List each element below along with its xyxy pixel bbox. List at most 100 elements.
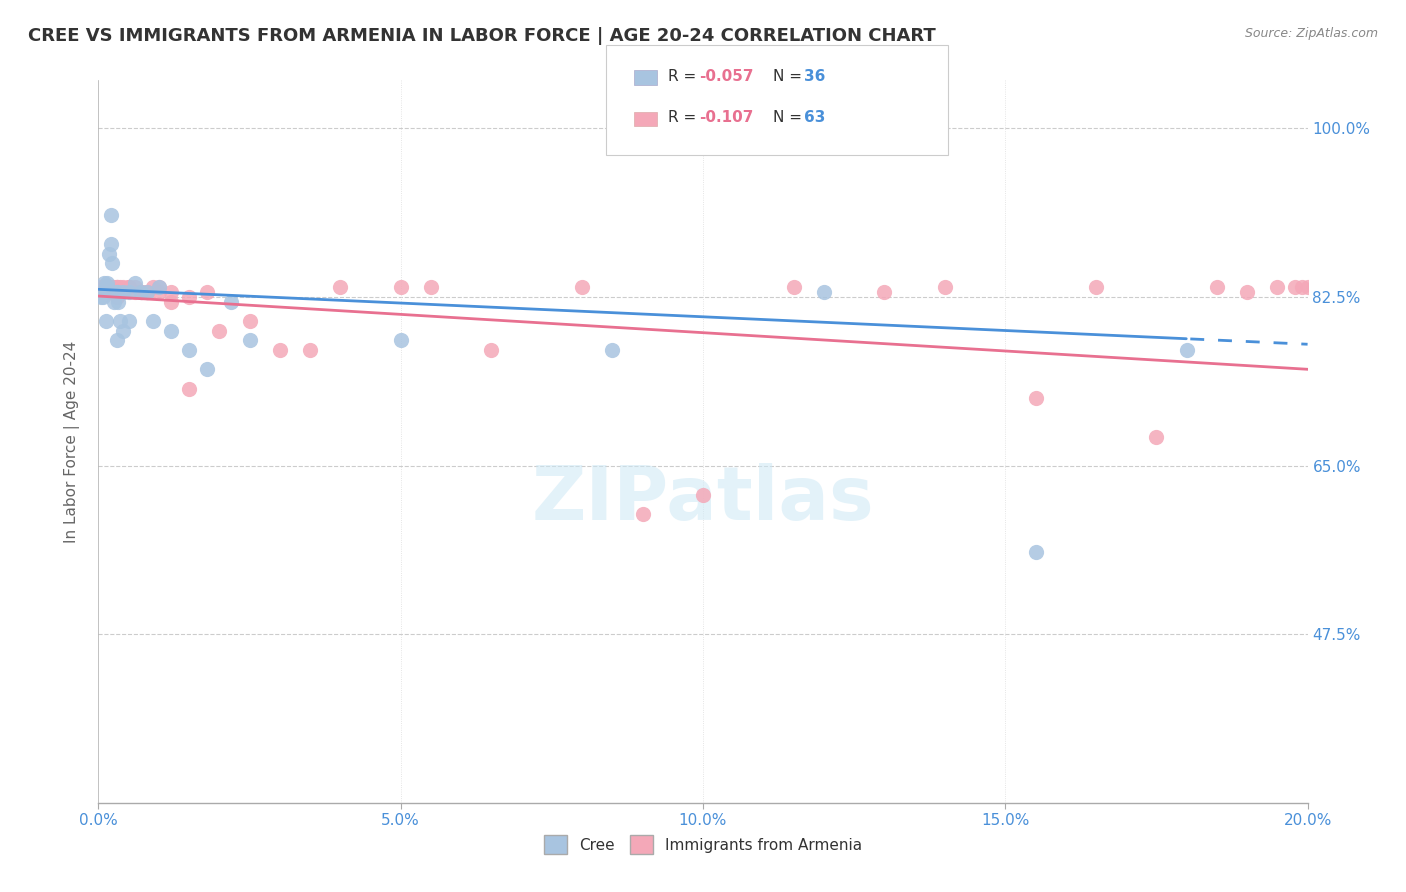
Point bbox=[602, 343, 624, 357]
Point bbox=[118, 280, 141, 294]
Point bbox=[1291, 280, 1313, 294]
Point bbox=[135, 285, 157, 300]
Point bbox=[481, 343, 503, 357]
Point bbox=[129, 285, 152, 300]
Point bbox=[103, 294, 125, 309]
Point bbox=[98, 280, 121, 294]
Point bbox=[813, 285, 835, 300]
Text: -0.107: -0.107 bbox=[699, 111, 754, 125]
Point bbox=[239, 334, 262, 348]
Point bbox=[160, 285, 183, 300]
Point bbox=[783, 280, 806, 294]
Point bbox=[100, 280, 122, 294]
Point bbox=[420, 280, 443, 294]
Point bbox=[124, 276, 146, 290]
Point bbox=[96, 280, 118, 294]
Point bbox=[1296, 280, 1319, 294]
Point bbox=[105, 280, 128, 294]
Point bbox=[105, 285, 128, 300]
Point bbox=[148, 280, 170, 294]
Point bbox=[96, 280, 118, 294]
Point bbox=[221, 294, 243, 309]
Point bbox=[179, 343, 201, 357]
Point bbox=[111, 324, 134, 338]
Point bbox=[118, 285, 141, 300]
Point bbox=[90, 290, 112, 304]
Point bbox=[1284, 280, 1306, 294]
Point bbox=[100, 208, 122, 222]
Point bbox=[118, 314, 141, 328]
Point bbox=[692, 487, 714, 501]
Text: -0.057: -0.057 bbox=[699, 70, 754, 84]
Point bbox=[118, 280, 141, 294]
Point bbox=[105, 280, 128, 294]
Point bbox=[105, 334, 128, 348]
Point bbox=[1085, 280, 1108, 294]
Point bbox=[1144, 430, 1167, 444]
Text: CREE VS IMMIGRANTS FROM ARMENIA IN LABOR FORCE | AGE 20-24 CORRELATION CHART: CREE VS IMMIGRANTS FROM ARMENIA IN LABOR… bbox=[28, 27, 936, 45]
Point bbox=[93, 280, 115, 294]
Point bbox=[135, 285, 157, 300]
Point bbox=[124, 280, 146, 294]
Point bbox=[111, 280, 134, 294]
Text: N =: N = bbox=[773, 111, 807, 125]
Point bbox=[100, 280, 122, 294]
Point bbox=[195, 285, 218, 300]
Point bbox=[96, 276, 118, 290]
Point bbox=[571, 280, 593, 294]
Text: R =: R = bbox=[668, 111, 702, 125]
Point bbox=[389, 280, 412, 294]
Point bbox=[1175, 343, 1198, 357]
Legend: Cree, Immigrants from Armenia: Cree, Immigrants from Armenia bbox=[537, 830, 869, 860]
Text: ZIPatlas: ZIPatlas bbox=[531, 463, 875, 536]
Point bbox=[135, 285, 157, 300]
Point bbox=[208, 324, 231, 338]
Point bbox=[96, 280, 118, 294]
Point bbox=[91, 290, 114, 304]
Text: 36: 36 bbox=[804, 70, 825, 84]
Point bbox=[98, 246, 121, 260]
Point bbox=[148, 285, 170, 300]
Point bbox=[631, 507, 654, 521]
Point bbox=[129, 285, 152, 300]
Point bbox=[105, 290, 128, 304]
Point bbox=[93, 276, 115, 290]
Point bbox=[179, 290, 201, 304]
Point bbox=[179, 382, 201, 396]
Point bbox=[94, 280, 117, 294]
Point bbox=[129, 285, 152, 300]
Point bbox=[94, 285, 117, 300]
Point bbox=[94, 280, 117, 294]
Point bbox=[100, 237, 122, 252]
Point bbox=[107, 294, 129, 309]
Point bbox=[111, 285, 134, 300]
Text: N =: N = bbox=[773, 70, 807, 84]
Point bbox=[1267, 280, 1289, 294]
Point bbox=[1236, 285, 1258, 300]
Point bbox=[90, 280, 112, 294]
Point bbox=[142, 314, 165, 328]
Point bbox=[103, 280, 125, 294]
Point bbox=[93, 280, 115, 294]
Point bbox=[94, 314, 117, 328]
Point bbox=[195, 362, 218, 376]
Text: Source: ZipAtlas.com: Source: ZipAtlas.com bbox=[1244, 27, 1378, 40]
Point bbox=[1302, 280, 1324, 294]
Text: 63: 63 bbox=[804, 111, 825, 125]
Point bbox=[107, 285, 129, 300]
Point bbox=[329, 280, 352, 294]
Y-axis label: In Labor Force | Age 20-24: In Labor Force | Age 20-24 bbox=[63, 341, 80, 542]
Point bbox=[389, 334, 412, 348]
Point bbox=[100, 285, 122, 300]
Point bbox=[90, 285, 112, 300]
Point bbox=[108, 314, 131, 328]
Point bbox=[934, 280, 956, 294]
Point bbox=[142, 280, 165, 294]
Point bbox=[111, 285, 134, 300]
Point bbox=[100, 256, 122, 270]
Point bbox=[239, 314, 262, 328]
Point bbox=[124, 285, 146, 300]
Point bbox=[1024, 545, 1046, 559]
Point bbox=[148, 280, 170, 294]
Point bbox=[269, 343, 291, 357]
